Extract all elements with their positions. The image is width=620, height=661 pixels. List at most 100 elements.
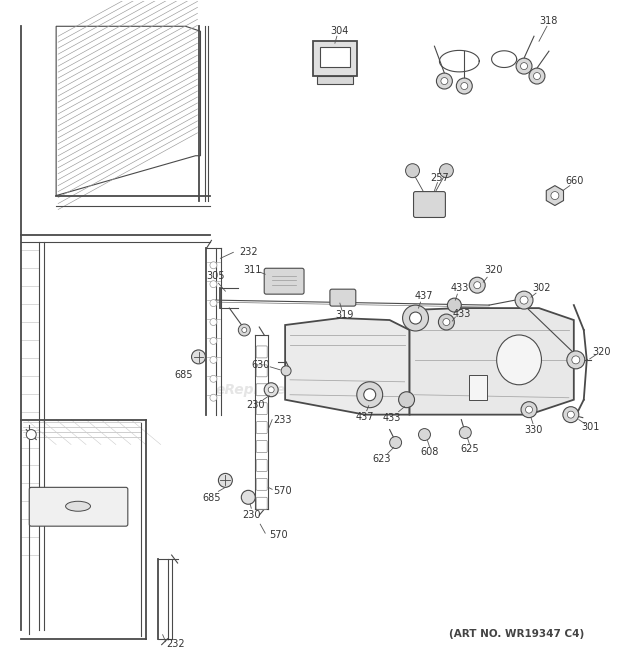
- Circle shape: [210, 375, 217, 382]
- Circle shape: [268, 387, 274, 393]
- Circle shape: [521, 63, 528, 69]
- Text: 232: 232: [166, 639, 185, 648]
- FancyBboxPatch shape: [414, 192, 445, 217]
- FancyBboxPatch shape: [256, 459, 267, 471]
- Circle shape: [440, 164, 453, 178]
- FancyBboxPatch shape: [29, 487, 128, 526]
- Ellipse shape: [66, 501, 91, 511]
- Circle shape: [402, 305, 428, 331]
- Circle shape: [515, 291, 533, 309]
- Text: 318: 318: [540, 17, 558, 26]
- Text: 623: 623: [373, 455, 391, 465]
- Text: 685: 685: [174, 369, 193, 380]
- Circle shape: [281, 366, 291, 376]
- Text: 305: 305: [206, 271, 224, 281]
- Text: 570: 570: [269, 530, 288, 540]
- Text: 304: 304: [330, 26, 349, 36]
- Text: 570: 570: [273, 486, 291, 496]
- Circle shape: [242, 327, 247, 332]
- Circle shape: [356, 382, 383, 408]
- FancyBboxPatch shape: [256, 479, 267, 490]
- Circle shape: [461, 83, 467, 89]
- Text: 302: 302: [533, 283, 551, 293]
- Circle shape: [210, 338, 217, 344]
- Circle shape: [567, 351, 585, 369]
- Text: 630: 630: [251, 360, 270, 370]
- Circle shape: [563, 407, 579, 422]
- Circle shape: [551, 192, 559, 200]
- Text: 301: 301: [582, 422, 600, 432]
- Circle shape: [529, 68, 545, 84]
- Circle shape: [399, 392, 415, 408]
- Text: 330: 330: [525, 424, 543, 434]
- Circle shape: [521, 402, 537, 418]
- Circle shape: [210, 281, 217, 288]
- Text: 608: 608: [420, 447, 438, 457]
- Text: 660: 660: [565, 176, 584, 186]
- Circle shape: [456, 78, 472, 94]
- FancyBboxPatch shape: [256, 422, 267, 434]
- FancyBboxPatch shape: [256, 384, 267, 396]
- Circle shape: [526, 406, 533, 413]
- Circle shape: [210, 299, 217, 307]
- FancyBboxPatch shape: [256, 440, 267, 453]
- Circle shape: [364, 389, 376, 401]
- Circle shape: [210, 356, 217, 364]
- Text: 433: 433: [383, 412, 401, 422]
- Circle shape: [438, 314, 454, 330]
- Circle shape: [389, 436, 402, 449]
- Text: 311: 311: [243, 265, 262, 275]
- Circle shape: [436, 73, 453, 89]
- Circle shape: [572, 356, 580, 364]
- Circle shape: [210, 262, 217, 269]
- Text: (ART NO. WR19347 C4): (ART NO. WR19347 C4): [448, 629, 584, 639]
- Text: 433: 433: [452, 309, 471, 319]
- Text: 437: 437: [355, 412, 374, 422]
- Circle shape: [469, 277, 485, 293]
- FancyBboxPatch shape: [317, 76, 353, 84]
- Circle shape: [218, 473, 232, 487]
- Circle shape: [238, 324, 250, 336]
- Circle shape: [241, 490, 255, 504]
- Text: 437: 437: [414, 291, 433, 301]
- FancyBboxPatch shape: [256, 365, 267, 377]
- Circle shape: [405, 164, 420, 178]
- Circle shape: [567, 411, 574, 418]
- FancyBboxPatch shape: [320, 47, 350, 67]
- Text: 433: 433: [450, 283, 469, 293]
- Circle shape: [533, 73, 541, 79]
- FancyBboxPatch shape: [313, 41, 356, 76]
- Text: 232: 232: [239, 247, 257, 257]
- Circle shape: [26, 430, 36, 440]
- Circle shape: [192, 350, 205, 364]
- Circle shape: [443, 319, 450, 325]
- FancyBboxPatch shape: [469, 375, 487, 400]
- Text: 319: 319: [335, 310, 354, 320]
- Circle shape: [418, 428, 430, 440]
- Circle shape: [459, 426, 471, 438]
- Text: 320: 320: [593, 347, 611, 357]
- Circle shape: [516, 58, 532, 74]
- Text: eReplacementParts.com: eReplacementParts.com: [216, 383, 404, 397]
- Polygon shape: [285, 318, 410, 414]
- Text: 230: 230: [242, 510, 260, 520]
- Polygon shape: [410, 308, 574, 414]
- Text: 685: 685: [202, 493, 221, 503]
- Text: 257: 257: [430, 173, 449, 182]
- Circle shape: [441, 77, 448, 85]
- FancyBboxPatch shape: [330, 289, 356, 306]
- Text: 320: 320: [484, 265, 502, 275]
- FancyBboxPatch shape: [264, 268, 304, 294]
- Ellipse shape: [497, 335, 541, 385]
- Text: 230: 230: [246, 400, 265, 410]
- Text: 625: 625: [460, 444, 479, 455]
- Circle shape: [520, 296, 528, 304]
- Circle shape: [264, 383, 278, 397]
- FancyBboxPatch shape: [256, 346, 267, 358]
- Circle shape: [210, 319, 217, 325]
- Polygon shape: [546, 186, 564, 206]
- Circle shape: [210, 394, 217, 401]
- FancyBboxPatch shape: [256, 403, 267, 414]
- FancyBboxPatch shape: [256, 497, 267, 509]
- Circle shape: [448, 298, 461, 312]
